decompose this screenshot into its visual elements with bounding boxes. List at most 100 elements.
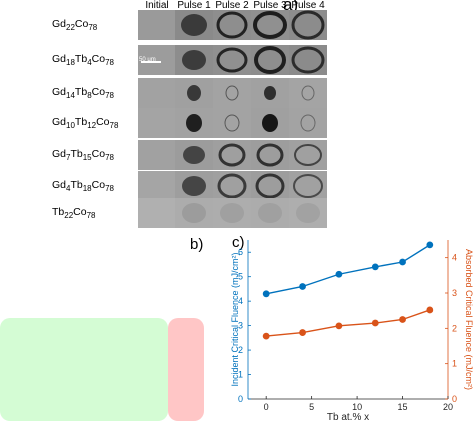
domain-mark xyxy=(256,143,284,167)
data-point-s1-0 xyxy=(262,332,270,340)
data-point-s0-2 xyxy=(335,270,343,278)
domain-mark xyxy=(216,11,248,39)
micrograph-tile-r1-c4 xyxy=(289,45,327,75)
micrograph-tile-r2-c1 xyxy=(175,78,213,108)
domain-mark xyxy=(183,146,205,164)
y-left-tick-label: 3 xyxy=(238,321,243,331)
domain-mark xyxy=(301,85,315,101)
y-right-tick-label: 1 xyxy=(452,359,457,369)
micrograph-tile-r5-c3 xyxy=(251,171,289,201)
data-point-s0-4 xyxy=(399,258,406,266)
micrograph-tile-r3-c1 xyxy=(175,108,213,138)
micrograph-tile-r3-c4 xyxy=(289,108,327,138)
micrograph-tile-r5-c2 xyxy=(213,171,251,201)
data-point-s0-1 xyxy=(299,283,306,290)
micrograph-tile-r4-c0 xyxy=(138,140,176,170)
composition-label-4: Gd7Tb15Co78 xyxy=(52,148,114,163)
x-tick-label: 15 xyxy=(398,402,408,412)
micrograph-tile-r0-c3 xyxy=(251,10,289,40)
micrograph-tile-r2-c2 xyxy=(213,78,251,108)
composition-label-2: Gd14Tb8Co78 xyxy=(52,86,114,101)
domain-mark xyxy=(294,144,322,166)
x-axis-label: Tb at.% x xyxy=(327,412,369,423)
composition-label-6: Tb22Co78 xyxy=(52,206,96,221)
y-right-tick-label: 0 xyxy=(452,394,457,404)
domain-mark xyxy=(224,114,240,132)
domain-mark xyxy=(296,203,320,223)
data-point-s0-0 xyxy=(262,290,270,298)
data-point-s1-1 xyxy=(299,329,306,336)
micrograph-tile-r6-c2 xyxy=(213,198,251,228)
column-header-4: Pulse 4 xyxy=(291,0,325,11)
domain-mark xyxy=(182,50,206,70)
micrograph-tile-r5-c0 xyxy=(138,171,176,201)
micrograph-tile-r6-c3 xyxy=(251,198,289,228)
domain-mark xyxy=(182,176,206,196)
domain-mark xyxy=(293,174,323,198)
micrograph-tile-r6-c4 xyxy=(289,198,327,228)
panel-c-label: c) xyxy=(232,234,245,251)
panel-b-green-block xyxy=(0,318,168,421)
micrograph-tile-r2-c0 xyxy=(138,78,176,108)
domain-mark xyxy=(262,114,278,132)
column-header-2: Pulse 2 xyxy=(215,0,249,11)
domain-mark xyxy=(218,143,246,167)
series-line-0 xyxy=(266,244,431,295)
y-right-tick-label: 3 xyxy=(452,288,457,298)
y-axis-right-label: Absorbed Critical Fluence (mJ/cm²) xyxy=(464,249,474,390)
micrograph-tile-r2-c4 xyxy=(289,78,327,108)
panel-b-red-block xyxy=(168,318,204,421)
micrograph-tile-r0-c2 xyxy=(213,10,251,40)
domain-mark xyxy=(291,10,325,40)
domain-mark xyxy=(186,114,202,132)
y-left-tick-label: 1 xyxy=(238,370,243,380)
domain-mark xyxy=(258,203,282,223)
micrograph-tile-r0-c4 xyxy=(289,10,327,40)
composition-label-5: Gd4Tb18Co78 xyxy=(52,179,114,194)
y-left-tick-label: 5 xyxy=(238,272,243,282)
data-point-s1-4 xyxy=(399,316,406,323)
y-left-tick-label: 2 xyxy=(238,345,243,355)
micrograph-tile-r5-c1 xyxy=(175,171,213,201)
micrograph-tile-r1-c1 xyxy=(175,45,213,75)
x-tick-label: 20 xyxy=(443,402,453,412)
data-point-s1-3 xyxy=(371,319,379,327)
composition-label-3: Gd10Tb12Co78 xyxy=(52,116,119,131)
data-point-s0-5 xyxy=(426,241,434,249)
domain-mark xyxy=(255,173,285,199)
domain-mark xyxy=(181,14,207,36)
plot-area xyxy=(248,240,448,399)
y-left-tick-label: 6 xyxy=(238,247,243,257)
composition-label-1: Gd18Tb4Co78 xyxy=(52,53,114,68)
domain-mark xyxy=(253,11,287,39)
data-point-s0-3 xyxy=(371,263,379,271)
micrograph-tile-r5-c4 xyxy=(289,171,327,201)
micrograph-tile-r4-c3 xyxy=(251,140,289,170)
series-line-1 xyxy=(266,309,431,337)
domain-mark xyxy=(264,86,276,100)
column-header-3: Pulse 3 xyxy=(253,0,287,11)
y-axis-left-label: Incident Critical Fluence (mJ/cm²) xyxy=(230,252,240,386)
micrograph-tile-r6-c0 xyxy=(138,198,176,228)
scale-bar xyxy=(141,61,161,63)
micrograph-tile-r4-c1 xyxy=(175,140,213,170)
micrograph-tile-r0-c1 xyxy=(175,10,213,40)
x-tick-label: 0 xyxy=(264,402,269,412)
x-tick-label: 5 xyxy=(309,402,314,412)
micrograph-tile-r3-c0 xyxy=(138,108,176,138)
micrograph-tile-r3-c2 xyxy=(213,108,251,138)
micrograph-tile-r1-c2 xyxy=(213,45,251,75)
domain-mark xyxy=(291,46,325,74)
micrograph-tile-r1-c0 xyxy=(138,45,176,75)
micrograph-tile-r0-c0 xyxy=(138,10,176,40)
y-right-tick-label: 4 xyxy=(452,253,457,263)
domain-mark xyxy=(187,85,201,101)
y-left-tick-label: 0 xyxy=(238,394,243,404)
micrograph-tile-r1-c3 xyxy=(251,45,289,75)
micrograph-tile-r3-c3 xyxy=(251,108,289,138)
domain-mark xyxy=(220,203,244,223)
x-tick-label: 10 xyxy=(352,402,362,412)
panel-b-label: b) xyxy=(190,236,204,253)
domain-mark xyxy=(254,46,286,74)
